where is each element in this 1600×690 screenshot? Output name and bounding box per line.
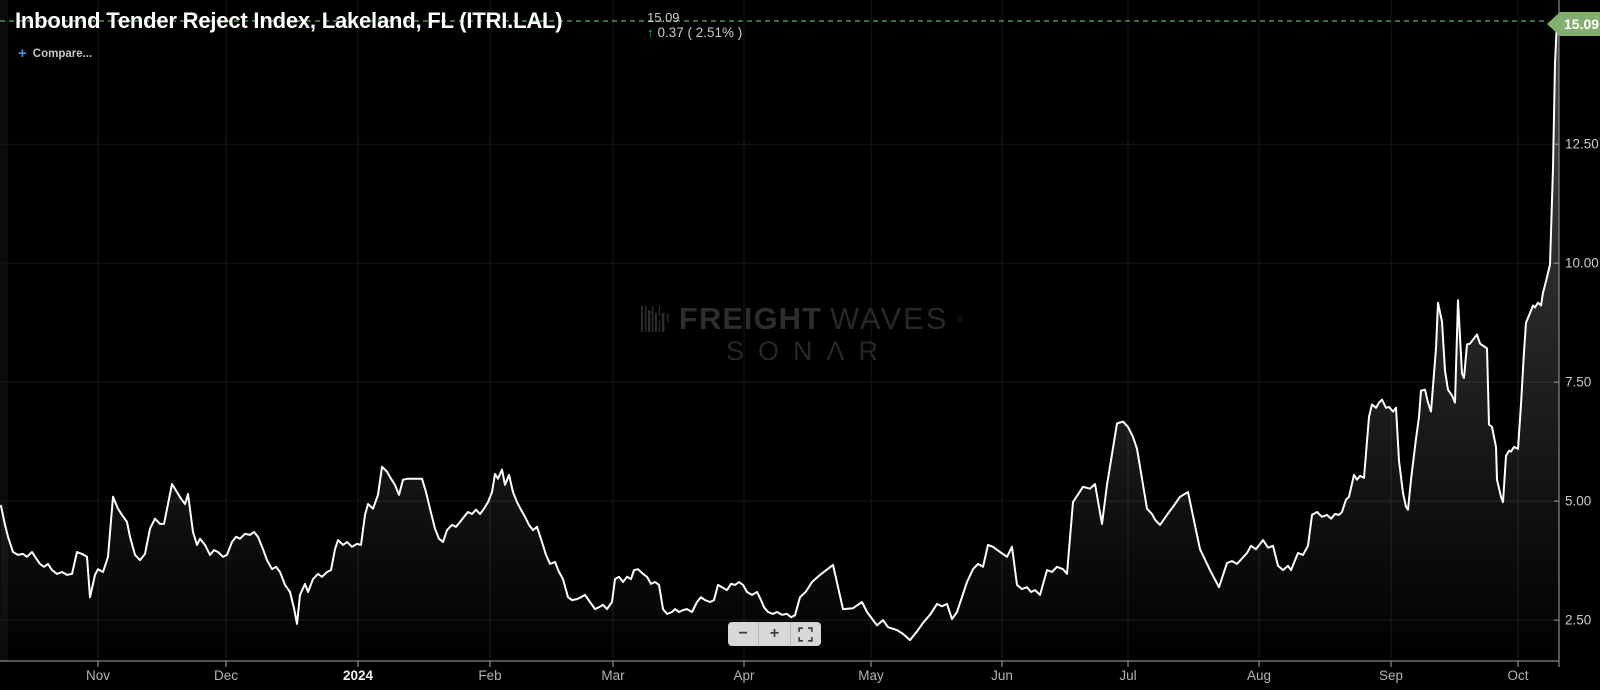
y-axis-label: 12.50: [1565, 137, 1599, 152]
plus-icon: +: [769, 625, 780, 642]
zoom-toolbar: − +: [728, 622, 821, 646]
x-axis-label: Oct: [1507, 668, 1528, 683]
x-axis-label: Jul: [1119, 668, 1136, 683]
barcode-logo-icon: [640, 305, 669, 332]
y-axis-label: 5.00: [1565, 494, 1591, 509]
watermark-product-name: SONΛR: [725, 336, 893, 366]
series-area-fill: [1, 20, 1559, 661]
series-price-line: [0, 19, 1558, 642]
y-axis-label: 10.00: [1565, 256, 1599, 271]
compare-button-label: Compare...: [32, 48, 93, 60]
x-axis-label: Dec: [214, 668, 238, 683]
up-arrow-icon: ↑: [647, 25, 654, 40]
x-axis-label: 2024: [343, 668, 374, 683]
compare-button[interactable]: + Compare...: [18, 45, 93, 62]
chart-title: Inbound Tender Reject Index, Lakeland, F…: [15, 8, 563, 33]
x-axis-label: May: [858, 668, 884, 683]
x-axis-label: Feb: [478, 668, 501, 683]
fullscreen-button[interactable]: [789, 622, 821, 646]
last-value-readout: 15.09: [647, 10, 680, 25]
plus-icon: +: [18, 45, 27, 62]
expand-corners-icon: [798, 626, 814, 642]
x-axis-label: Sep: [1379, 668, 1403, 683]
zoom-in-button[interactable]: +: [758, 622, 789, 646]
watermark-brand-bold: FREIGHT: [678, 301, 822, 336]
last-price-badge: [1547, 11, 1600, 36]
plot-left-edge: [0, 0, 8, 661]
last-price-badge-label: 15.09: [1564, 16, 1599, 32]
x-axis-label: Apr: [733, 668, 755, 683]
change-value-text: 0.37 ( 2.51% ): [657, 25, 743, 40]
y-axis-label: 7.50: [1565, 375, 1591, 390]
x-axis-label: Jun: [991, 668, 1013, 683]
watermark-brand-light: WAVES: [829, 301, 949, 336]
zoom-out-button[interactable]: −: [728, 622, 758, 646]
y-axis-label: 2.50: [1565, 613, 1591, 628]
x-axis-label: Mar: [601, 668, 625, 683]
x-axis-label: Aug: [1247, 668, 1271, 683]
minus-icon: −: [738, 625, 748, 642]
registered-trademark-symbol: ®: [956, 313, 964, 324]
freightwaves-sonar-watermark: FREIGHT WAVES ® SONΛR: [640, 301, 964, 366]
change-readout: ↑ 0.37 ( 2.51% ): [647, 25, 742, 40]
x-axis-label: Nov: [86, 668, 110, 683]
